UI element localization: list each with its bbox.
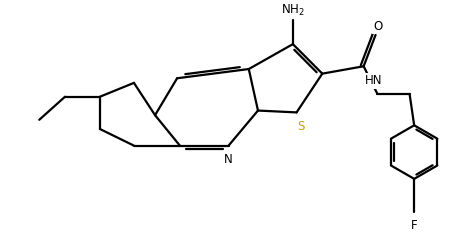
Text: S: S [297, 120, 305, 133]
Text: O: O [373, 20, 383, 33]
Text: F: F [411, 219, 417, 232]
Text: HN: HN [365, 74, 383, 88]
Text: N: N [224, 154, 233, 166]
Text: NH$_2$: NH$_2$ [281, 3, 305, 18]
